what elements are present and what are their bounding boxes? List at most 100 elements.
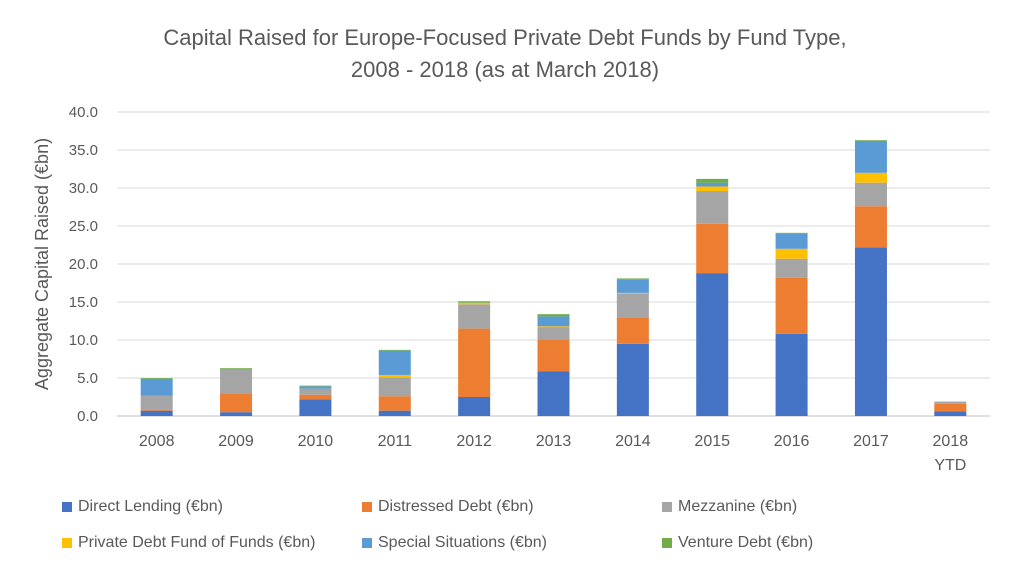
bar-segment bbox=[140, 395, 173, 410]
bar-segment bbox=[616, 278, 649, 280]
legend-swatch bbox=[62, 538, 72, 548]
bar-segment bbox=[458, 397, 491, 416]
bar-segment bbox=[854, 172, 887, 183]
bar-segment bbox=[220, 393, 253, 413]
bar-segment bbox=[696, 182, 729, 187]
x-tick-label: 2011 bbox=[378, 433, 413, 450]
bar-segment bbox=[140, 410, 173, 416]
chart-title: Capital Raised for Europe-Focused Privat… bbox=[163, 25, 847, 50]
bar-segment bbox=[537, 326, 570, 328]
bar-segment bbox=[934, 403, 967, 412]
bar-segment bbox=[934, 401, 967, 404]
bar-segment bbox=[775, 232, 808, 234]
bar-segment bbox=[775, 277, 808, 334]
y-tick-label: 20.0 bbox=[69, 256, 98, 273]
bar-segment bbox=[616, 292, 649, 294]
bar-segment bbox=[854, 247, 887, 416]
y-tick-label: 35.0 bbox=[69, 142, 98, 159]
legend-swatch bbox=[662, 502, 672, 512]
x-tick-label: 2014 bbox=[615, 433, 651, 450]
bar-segment bbox=[854, 140, 887, 141]
x-tick-label: 2013 bbox=[536, 433, 572, 450]
bar-segment bbox=[378, 350, 411, 375]
legend-item: Distressed Debt (€bn) bbox=[362, 498, 534, 516]
x-tick-label: 2010 bbox=[298, 433, 334, 450]
bar-segment bbox=[378, 396, 411, 411]
bar-segment bbox=[775, 258, 808, 278]
bar-segment bbox=[140, 409, 173, 411]
bar-segment bbox=[616, 293, 649, 318]
y-tick-label: 30.0 bbox=[69, 180, 98, 197]
x-tick-label: 2018 bbox=[933, 433, 969, 450]
bar-segment bbox=[458, 302, 491, 305]
bar-segment bbox=[854, 206, 887, 248]
bar-segment bbox=[616, 343, 649, 416]
x-tick-label: 2012 bbox=[456, 433, 492, 450]
bar-segment bbox=[299, 399, 332, 416]
bar-segment bbox=[854, 140, 887, 173]
y-axis-title: Aggregate Capital Raised (€bn) bbox=[32, 138, 52, 390]
bar-segment bbox=[696, 186, 729, 192]
x-tick-label: 2009 bbox=[218, 433, 254, 450]
legend-label: Special Situations (€bn) bbox=[378, 534, 547, 551]
legend-label: Venture Debt (€bn) bbox=[678, 534, 814, 551]
y-tick-label: 10.0 bbox=[69, 332, 98, 349]
legend-item: Private Debt Fund of Funds (€bn) bbox=[62, 534, 315, 552]
x-tick-label: 2008 bbox=[139, 433, 175, 450]
chart-title-block: Capital Raised for Europe-Focused Privat… bbox=[0, 22, 1010, 86]
chart-subtitle: 2008 - 2018 (as at March 2018) bbox=[350, 57, 660, 82]
bar-segment bbox=[378, 410, 411, 416]
bar-segment bbox=[299, 388, 332, 395]
bar-segment bbox=[537, 314, 570, 317]
x-tick-label: 2015 bbox=[694, 433, 730, 450]
bar-segment bbox=[378, 377, 411, 397]
bar-segment bbox=[299, 394, 332, 400]
y-tick-label: 25.0 bbox=[69, 218, 98, 235]
x-tick-label: 2016 bbox=[774, 433, 810, 450]
legend-label: Private Debt Fund of Funds (€bn) bbox=[78, 534, 316, 551]
bar-segment bbox=[537, 327, 570, 340]
y-tick-label: 40.0 bbox=[69, 104, 98, 121]
legend-label: Mezzanine (€bn) bbox=[678, 498, 798, 515]
bar-segment bbox=[696, 273, 729, 416]
bar-segment bbox=[775, 248, 808, 259]
bar-segment bbox=[458, 304, 491, 329]
bar-segment bbox=[220, 368, 253, 370]
x-tick-label: 2017 bbox=[853, 433, 889, 450]
y-tick-label: 0.0 bbox=[77, 408, 98, 425]
bar-segment bbox=[537, 371, 570, 416]
bar-segment bbox=[220, 368, 253, 369]
y-tick-label: 5.0 bbox=[77, 370, 98, 387]
legend-label: Distressed Debt (€bn) bbox=[378, 498, 534, 515]
bar-segment bbox=[299, 386, 332, 389]
legend-swatch bbox=[662, 538, 672, 548]
bar-segment bbox=[458, 301, 491, 303]
legend-item: Direct Lending (€bn) bbox=[62, 498, 223, 516]
x-tick-label: YTD bbox=[934, 457, 966, 474]
bar-segment bbox=[775, 233, 808, 249]
bar-segment bbox=[775, 333, 808, 416]
y-tick-label: 15.0 bbox=[69, 294, 98, 311]
bar-segment bbox=[616, 317, 649, 344]
bar-segment bbox=[537, 316, 570, 327]
bar-segment bbox=[854, 182, 887, 207]
legend-swatch bbox=[62, 502, 72, 512]
bar-segment bbox=[378, 374, 411, 378]
legend-item: Mezzanine (€bn) bbox=[662, 498, 797, 516]
bar-segment bbox=[140, 378, 173, 379]
bar-segment bbox=[140, 378, 173, 396]
bar-segment bbox=[458, 328, 491, 397]
legend-item: Venture Debt (€bn) bbox=[662, 534, 813, 552]
bar-segment bbox=[616, 279, 649, 293]
bar-segment bbox=[378, 349, 411, 351]
legend-item: Special Situations (€bn) bbox=[362, 534, 547, 552]
bar-segment bbox=[696, 178, 729, 183]
legend-label: Direct Lending (€bn) bbox=[78, 498, 223, 515]
bar-segment bbox=[299, 385, 332, 387]
legend-swatch bbox=[362, 502, 372, 512]
bar-segment bbox=[696, 191, 729, 224]
bar-segment bbox=[537, 340, 570, 372]
legend-swatch bbox=[362, 538, 372, 548]
